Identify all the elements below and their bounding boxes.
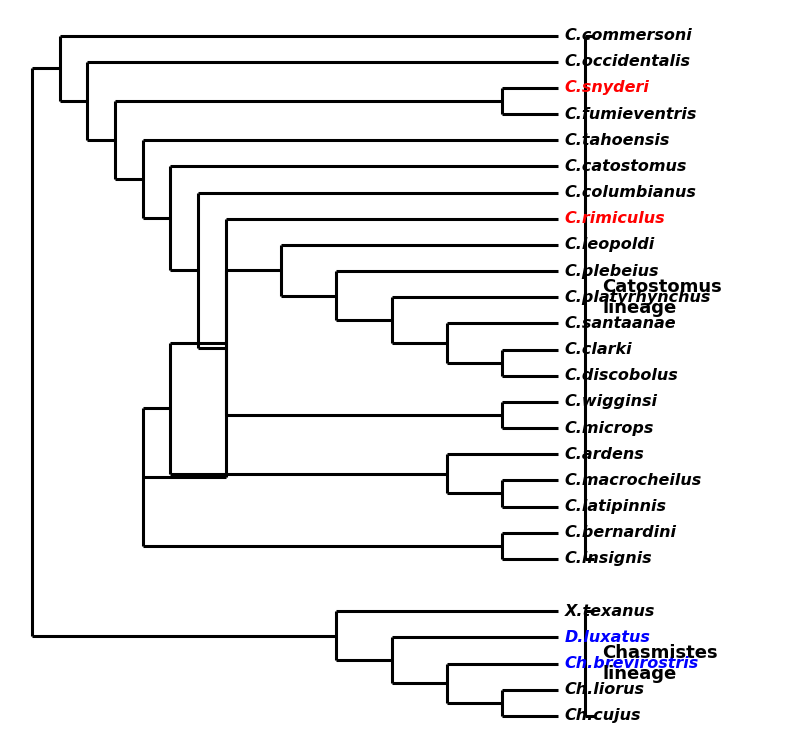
Text: C.microps: C.microps	[564, 421, 654, 436]
Text: C.occidentalis: C.occidentalis	[564, 54, 690, 69]
Text: C.discobolus: C.discobolus	[564, 368, 678, 383]
Text: Catostomus
lineage: Catostomus lineage	[602, 278, 722, 316]
Text: Chasmistes
lineage: Chasmistes lineage	[602, 644, 718, 683]
Text: C.bernardini: C.bernardini	[564, 525, 676, 540]
Text: C.macrocheilus: C.macrocheilus	[564, 473, 702, 488]
Text: C.clarki: C.clarki	[564, 342, 632, 357]
Text: C.leopoldi: C.leopoldi	[564, 237, 654, 253]
Text: D.luxatus: D.luxatus	[564, 630, 650, 645]
Text: X.texanus: X.texanus	[564, 604, 654, 619]
Text: C.ardens: C.ardens	[564, 447, 644, 462]
Text: C.insignis: C.insignis	[564, 551, 652, 566]
Text: C.plebeius: C.plebeius	[564, 264, 659, 279]
Text: C.latipinnis: C.latipinnis	[564, 499, 667, 514]
Text: C.wigginsi: C.wigginsi	[564, 394, 658, 409]
Text: C.platyrhynchus: C.platyrhynchus	[564, 290, 710, 305]
Text: Ch.cujus: Ch.cujus	[564, 708, 641, 723]
Text: Ch.liorus: Ch.liorus	[564, 682, 645, 697]
Text: C.rimiculus: C.rimiculus	[564, 211, 665, 226]
Text: C.tahoensis: C.tahoensis	[564, 133, 670, 147]
Text: C.snyderi: C.snyderi	[564, 81, 650, 96]
Text: C.catostomus: C.catostomus	[564, 159, 687, 174]
Text: Ch.brevirostris: Ch.brevirostris	[564, 656, 698, 671]
Text: C.commersoni: C.commersoni	[564, 28, 692, 43]
Text: C.fumieventris: C.fumieventris	[564, 107, 697, 122]
Text: C.columbianus: C.columbianus	[564, 185, 697, 200]
Text: C.santaanae: C.santaanae	[564, 316, 676, 331]
